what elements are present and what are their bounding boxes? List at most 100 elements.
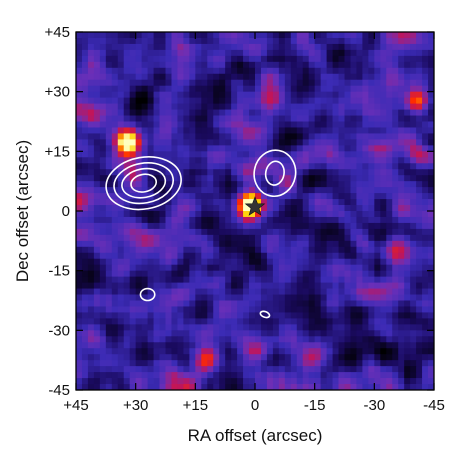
image-pixel (111, 216, 119, 224)
image-pixel (105, 294, 113, 301)
image-pixel (296, 240, 304, 248)
image-pixel (296, 151, 304, 158)
image-pixel (111, 270, 119, 278)
image-pixel (284, 85, 292, 93)
image-pixel (153, 139, 160, 146)
image-pixel (105, 348, 113, 355)
image-pixel (326, 270, 333, 278)
image-pixel (76, 306, 83, 313)
image-pixel (374, 139, 381, 146)
image-pixel (410, 348, 417, 355)
image-pixel (177, 109, 184, 116)
image-pixel (81, 199, 89, 206)
image-pixel (350, 336, 357, 343)
image-pixel (260, 67, 268, 75)
image-pixel (249, 300, 256, 307)
image-pixel (308, 157, 316, 164)
image-pixel (290, 222, 298, 230)
image-pixel (428, 211, 434, 218)
image-pixel (404, 330, 411, 337)
image-pixel (362, 163, 369, 170)
image-pixel (141, 372, 148, 379)
image-pixel (171, 372, 178, 379)
image-pixel (111, 300, 119, 307)
image-pixel (153, 79, 160, 87)
image-pixel (117, 360, 125, 367)
image-pixel (195, 312, 202, 319)
image-pixel (260, 276, 268, 283)
image-pixel (165, 348, 172, 355)
image-pixel (255, 216, 262, 224)
image-pixel (135, 300, 143, 307)
image-pixel (117, 79, 125, 87)
image-pixel (117, 67, 125, 75)
image-pixel (123, 145, 131, 152)
image-pixel (171, 121, 178, 128)
image-pixel (272, 91, 280, 99)
image-pixel (231, 312, 238, 319)
image-pixel (302, 378, 310, 385)
image-pixel (308, 139, 316, 146)
image-pixel (183, 228, 190, 236)
image-pixel (410, 175, 417, 182)
image-pixel (99, 85, 107, 93)
image-pixel (105, 366, 113, 373)
image-pixel (111, 151, 119, 158)
image-pixel (296, 205, 304, 212)
image-pixel (398, 157, 405, 164)
image-pixel (105, 49, 113, 57)
image-pixel (207, 216, 214, 224)
image-pixel (302, 318, 310, 325)
image-pixel (189, 258, 196, 266)
image-pixel (153, 211, 160, 218)
image-pixel (195, 205, 202, 212)
image-pixel (314, 384, 322, 390)
image-pixel (123, 49, 131, 57)
image-pixel (344, 97, 351, 104)
image-pixel (255, 55, 262, 63)
image-pixel (326, 175, 333, 182)
image-pixel (296, 330, 304, 337)
image-pixel (302, 282, 310, 289)
image-pixel (392, 354, 399, 361)
image-pixel (398, 258, 405, 266)
image-pixel (159, 366, 166, 373)
image-pixel (338, 294, 345, 301)
image-pixel (344, 139, 351, 146)
image-pixel (249, 252, 256, 260)
image-pixel (189, 73, 196, 81)
image-pixel (87, 205, 95, 212)
image-pixel (135, 121, 143, 128)
image-pixel (237, 276, 244, 283)
image-pixel (332, 151, 339, 158)
image-pixel (416, 372, 423, 379)
image-pixel (117, 222, 125, 230)
image-pixel (308, 175, 316, 182)
image-pixel (141, 294, 148, 301)
image-pixel (284, 79, 292, 87)
image-pixel (76, 97, 83, 104)
image-pixel (159, 97, 166, 104)
image-pixel (117, 228, 125, 236)
image-pixel (81, 49, 89, 57)
image-pixel (290, 384, 298, 390)
image-pixel (398, 270, 405, 278)
image-pixel (428, 216, 434, 224)
image-pixel (428, 151, 434, 158)
image-pixel (320, 324, 327, 331)
image-pixel (332, 181, 339, 188)
image-pixel (362, 300, 369, 307)
image-pixel (290, 55, 298, 63)
image-pixel (225, 276, 232, 283)
image-pixel (81, 121, 89, 128)
image-pixel (428, 288, 434, 295)
image-pixel (320, 139, 327, 146)
image-pixel (219, 312, 226, 319)
image-pixel (189, 61, 196, 69)
image-pixel (207, 67, 214, 75)
image-pixel (201, 282, 208, 289)
image-pixel (326, 43, 333, 51)
image-pixel (165, 354, 172, 361)
image-pixel (76, 228, 83, 236)
image-pixel (260, 354, 268, 361)
